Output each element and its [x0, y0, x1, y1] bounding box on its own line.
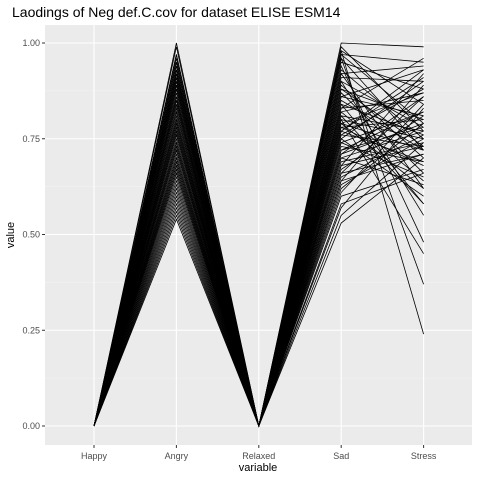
y-tick-label: 0.00 — [22, 421, 40, 431]
chart-title: Laodings of Neg def.C.cov for dataset EL… — [12, 4, 341, 20]
y-tick-label: 0.50 — [22, 230, 40, 240]
y-tick-label: 0.25 — [22, 325, 40, 335]
x-tick-label-happy: Happy — [81, 451, 108, 461]
x-axis-label: variable — [239, 462, 278, 474]
y-axis-label: value — [5, 222, 17, 248]
x-tick-label-angry: Angry — [165, 451, 189, 461]
y-tick-label: 0.75 — [22, 134, 40, 144]
x-tick-label-sad: Sad — [333, 451, 349, 461]
x-tick-label-stress: Stress — [411, 451, 437, 461]
y-tick-label: 1.00 — [22, 38, 40, 48]
x-tick-label-relaxed: Relaxed — [242, 451, 275, 461]
y-axis: 0.00 0.25 0.50 0.75 1.00 — [22, 38, 45, 431]
x-axis: Happy Angry Relaxed Sad Stress — [81, 445, 437, 461]
